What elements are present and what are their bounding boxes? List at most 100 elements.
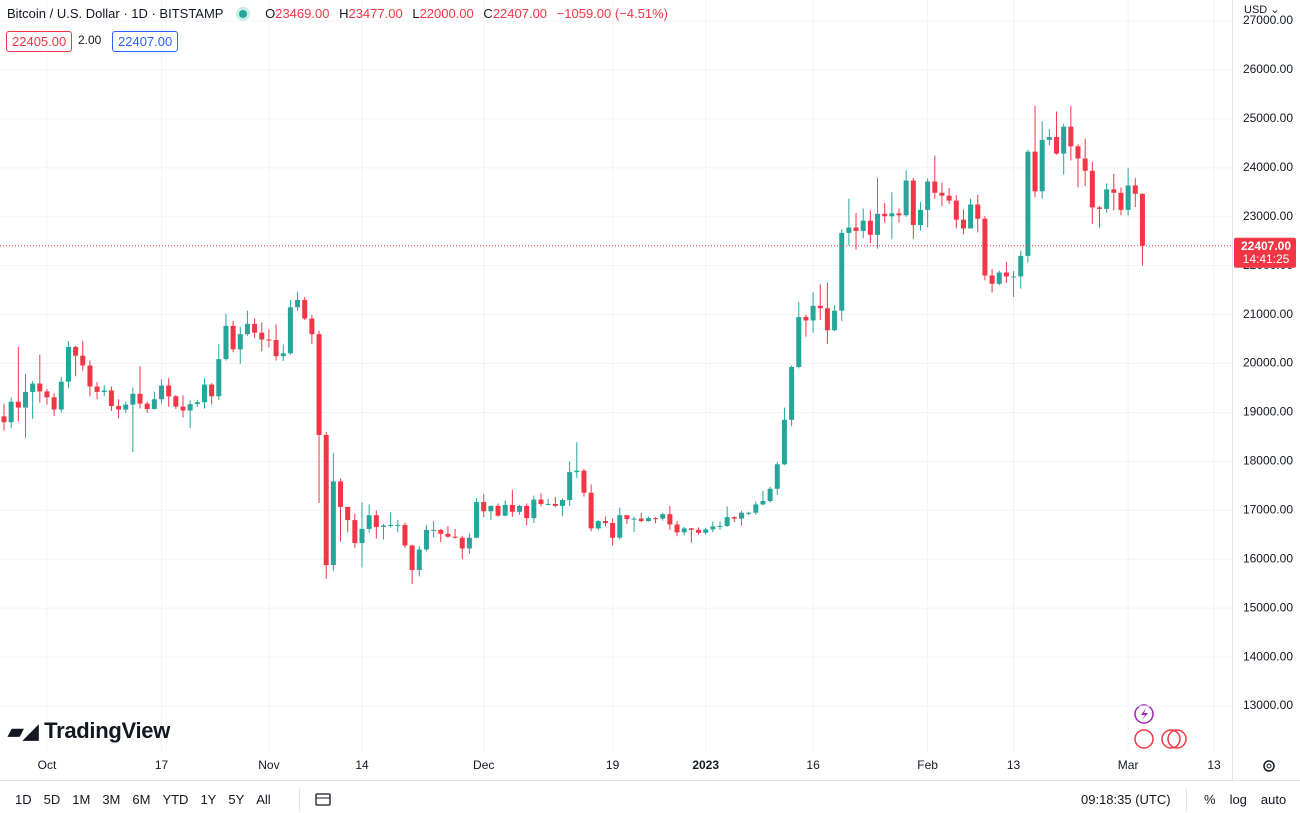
candle-body [1139,193,1145,246]
candle-body [817,305,823,309]
quote-key: H [339,6,349,21]
toolbar-button[interactable]: 1Y [200,792,217,807]
y-tick-label: 15000.00 [1243,600,1293,614]
candle-body [667,514,673,525]
candle-body [1075,146,1081,159]
x-tick-label: Nov [258,758,279,772]
candle-body [180,406,186,411]
candle-body [144,403,150,410]
candle-body [116,406,122,410]
toolbar-button[interactable]: 5Y [228,792,245,807]
candle-body [982,218,988,276]
toolbar-icon[interactable] [315,793,331,806]
candle-body [237,334,243,350]
ask[interactable]: 22407.00 [112,31,179,52]
candle-body [209,384,215,397]
quote-value: 23477.00 [348,6,403,21]
candle-body [567,472,573,501]
candle-body [517,505,523,512]
toolbar-button[interactable]: 5D [43,792,61,807]
candle-body [452,536,458,538]
candle-body [44,391,50,398]
toolbar-button[interactable]: 1D [15,792,32,807]
candle-body [488,505,494,512]
toolbar-button[interactable]: All [256,792,271,807]
candle-body [366,515,372,529]
candle-body [402,524,408,546]
candle-body [431,529,437,531]
toolbar-button[interactable]: YTD [162,792,189,807]
candle-body [194,402,200,405]
candle-body [345,506,351,521]
toolbar-button[interactable]: log [1229,792,1247,807]
candle-body [380,525,386,527]
status-dot [239,10,248,18]
candle-body [774,464,780,489]
y-tick-label: 23000.00 [1243,209,1293,223]
toolbar-button[interactable]: % [1204,792,1216,807]
toolbar-button[interactable]: auto [1260,792,1287,807]
candle-body [1018,255,1024,277]
candle-body [502,504,508,516]
toolbar-button[interactable]: 1M [72,792,91,807]
candle-body [746,512,752,514]
candle-body [481,501,487,512]
candle-body [960,219,966,229]
candle-body [108,390,114,407]
bid[interactable]: 22405.00 [6,31,73,52]
candle-body [58,381,64,410]
candle-body [710,526,716,530]
candle-body [123,404,129,410]
candle-body [1,416,7,423]
candle-body [388,524,394,526]
candle-body [22,391,28,408]
price-badge [1234,237,1296,268]
candle-body [1039,139,1045,192]
candle-body [989,275,995,284]
candle-body [1111,189,1117,193]
candle-body [259,332,265,340]
candle-body [724,517,730,526]
candle-body [796,317,802,367]
candle-body [1118,192,1124,210]
candle-body [159,385,165,400]
candle-body [703,529,709,533]
candle-body [474,501,480,538]
x-tick-label: Oct [38,758,57,772]
settings-icon[interactable] [1263,760,1275,772]
candle-body [352,520,358,544]
spread: 2.00 [78,33,102,47]
candle-body [860,220,866,231]
quote-value: 22407.00 [492,6,548,21]
candle-body [867,220,873,235]
candle-body [409,545,415,570]
candle-body [696,529,702,533]
candle-body [631,518,637,520]
candle-body [531,499,537,519]
candle-body [201,384,207,403]
candle-body [1046,136,1052,140]
candle-body [495,505,501,516]
candle-body [302,299,308,319]
y-tick-label: 17000.00 [1243,502,1293,516]
candle-body [939,192,945,196]
y-tick-label: 14000.00 [1243,649,1293,663]
candle-body [395,524,401,526]
candle-body [996,272,1002,284]
candle-body [295,299,301,308]
toolbar-button[interactable]: 3M [102,792,121,807]
candle-body [166,385,172,397]
toolbar-button[interactable]: 6M [132,792,151,807]
y-tick-label: 27000.00 [1243,13,1293,27]
price-label: 22407.00 [1241,239,1291,253]
candle-body [688,528,694,530]
candle-body [595,521,601,529]
x-tick-label: Mar [1118,758,1139,772]
candle-body [581,470,587,493]
candle-body [946,195,952,201]
candle-body [896,213,902,216]
y-tick-label: 18000.00 [1243,454,1293,468]
currency[interactable]: USD ⌄ [1244,4,1280,16]
candle-body [653,518,659,520]
